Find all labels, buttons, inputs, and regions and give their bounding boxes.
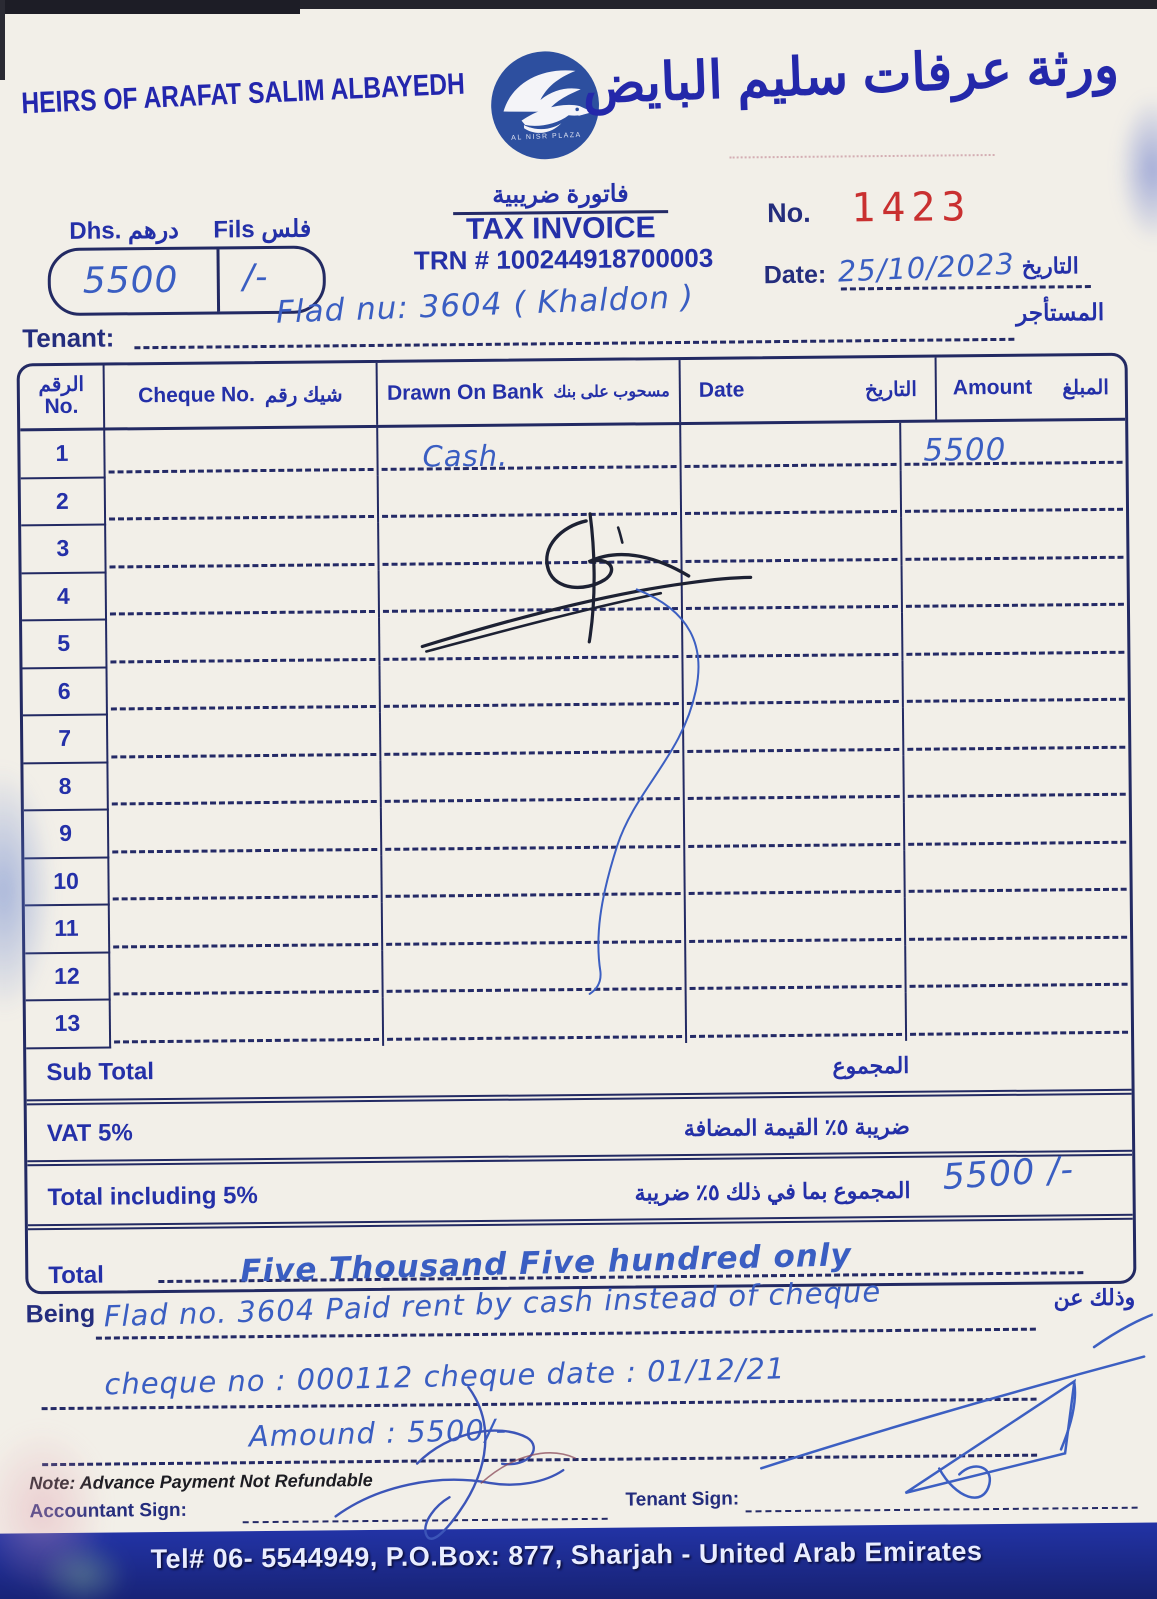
tenant-label-arabic: المستأجر xyxy=(1016,298,1105,326)
vat-row: VAT 5% ضريبة ٥٪ القيمة المضافة xyxy=(26,1094,1133,1166)
tenant-sign-label: Tenant Sign: xyxy=(625,1488,740,1511)
scan-edge-left xyxy=(0,0,5,80)
date-label-arabic: التاريخ xyxy=(1021,253,1079,279)
tenant-label: Tenant: xyxy=(22,322,115,354)
being-handwritten-3: Amound : 5500/- xyxy=(248,1412,508,1454)
scan-speckle-line xyxy=(729,153,995,159)
header-cheque-no: Cheque No. شيك رقم xyxy=(104,362,379,428)
table-body: 1 Cash. 5500 2 3 4 5 6 7 8 9 10 11 12 13 xyxy=(20,421,1131,1049)
company-logo: AL NISR PLAZA xyxy=(488,48,603,165)
eagle-logo-icon: AL NISR PLAZA xyxy=(491,51,599,160)
date-label: Date: xyxy=(763,260,827,290)
being-handwritten-2: cheque no : 000112 cheque date : 01/12/2… xyxy=(104,1351,786,1402)
cell-handwritten: 5500 xyxy=(923,431,1007,469)
logo-text: AL NISR PLAZA xyxy=(511,132,582,142)
table-header: الرقم No. Cheque No. شيك رقم Drawn On Ba… xyxy=(19,355,1126,432)
tenant-line xyxy=(134,337,1015,350)
note-text: Note: Advance Payment Not Refundable xyxy=(29,1470,373,1494)
scan-edge-top-left xyxy=(0,0,300,14)
being-line-1 xyxy=(95,1327,1036,1340)
amount-dhs-handwritten: 5500 xyxy=(82,259,179,302)
tax-invoice-title: TAX INVOICE xyxy=(465,211,656,247)
amount-box-divider xyxy=(216,249,221,312)
cheque-table: الرقم No. Cheque No. شيك رقم Drawn On Ba… xyxy=(16,352,1137,1295)
header-no: الرقم No. xyxy=(19,365,106,429)
tenant-signature xyxy=(759,1313,1154,1499)
scan-edge-top xyxy=(0,0,1157,9)
company-name-english: HEIRS OF ARAFAT SALIM ALBAYEDH xyxy=(20,67,466,121)
company-name-arabic: ورثة عرفات سليم البايض xyxy=(581,36,1120,115)
scan-stain-blue-right xyxy=(1117,94,1157,245)
being-line-2 xyxy=(41,1397,1037,1411)
header-amount: Amount المبلغ xyxy=(952,375,1109,400)
header-drawn-on-bank: Drawn On Bank مسحوب على بنك xyxy=(377,360,682,425)
header-date: Date التاريخ xyxy=(680,357,938,423)
tax-invoice-title-arabic: فاتورة ضريبية xyxy=(452,179,669,216)
being-line-3 xyxy=(42,1453,1038,1467)
dhs-label: Dhs. درهم xyxy=(69,216,180,245)
footer-contact-text: Tel# 06- 5544949, P.O.Box: 877, Sharjah … xyxy=(150,1536,983,1575)
footer-band: Tel# 06- 5544949, P.O.Box: 877, Sharjah … xyxy=(0,1522,1157,1599)
tenant-handwritten: Flad nu: 3604 ( Khaldon ) xyxy=(275,279,695,331)
being-label: Being xyxy=(25,1299,96,1329)
cell-handwritten: Cash. xyxy=(422,438,509,473)
accountant-sign-line xyxy=(242,1517,608,1524)
accountant-sign-label: Accountant Sign: xyxy=(29,1499,187,1523)
invoice-no-stamp: 1423 xyxy=(850,184,972,232)
tenant-sign-line xyxy=(745,1506,1138,1513)
invoice-no-label: No. xyxy=(767,197,811,229)
trn-number: TRN # 100244918700003 xyxy=(413,242,714,276)
date-handwritten: 25/10/2023 xyxy=(837,246,1016,289)
total-including-value-handwritten: 5500 /- xyxy=(941,1149,1076,1198)
fils-label: Fils فلس xyxy=(213,215,312,244)
being-label-arabic: وذلك عن xyxy=(1053,1284,1136,1311)
amount-fils-handwritten: /- xyxy=(242,256,269,298)
